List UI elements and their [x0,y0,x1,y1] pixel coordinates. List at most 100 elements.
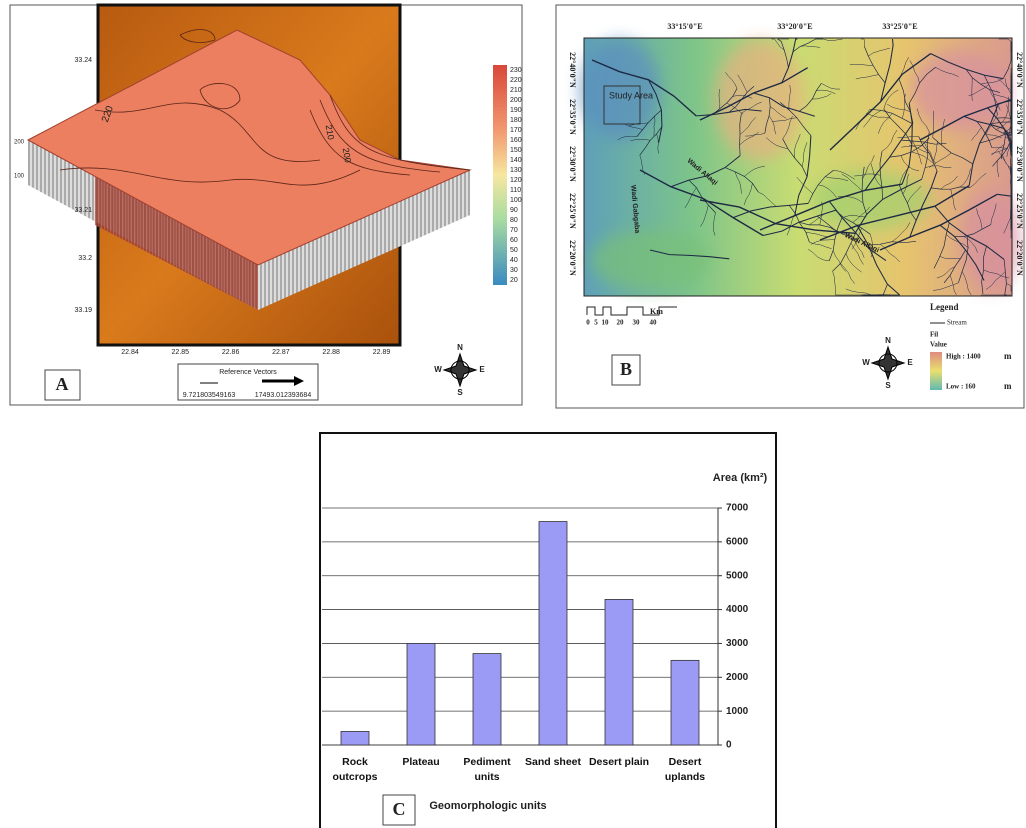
lon-label: 33°20'0"E [777,22,812,31]
reference-value: 9.721803549163 [183,392,236,399]
legend-value: Value [930,341,947,349]
legend-ramp [930,352,942,390]
colorbar-label: 180 [510,117,522,124]
canvas: Reference Vectors 9.721803549163 17493.0… [0,0,1026,828]
y-tick-label: 5000 [726,570,749,581]
colorbar-label: 110 [510,187,521,194]
colorbar-label: 140 [510,157,522,164]
scale-label: 10 [602,319,610,327]
compass-e: E [907,358,913,367]
y-tick-label: 6000 [726,536,749,547]
y-tick-label: 0 [726,740,732,751]
lat-label: 22°40'0"N [1015,52,1024,88]
colorbar-label: 120 [510,177,522,184]
colorbar-label: 100 [510,197,522,204]
y-label: 33.21 [74,207,92,214]
x-tick-label: Desert plain [587,755,651,770]
colorbar-label: 40 [510,257,518,264]
y-axis-title: Area (km²) [713,472,768,484]
x-tick-label: Plateau [389,755,453,770]
lat-label: 22°30'0"N [568,146,577,182]
y-tick-label: 2000 [726,672,749,683]
side-label: 100 [14,174,25,180]
x-axis-title: Geomorphologic units [429,800,546,812]
bar [473,654,501,745]
bar [671,660,699,745]
scale-label: 30 [633,319,641,327]
compass-s: S [457,388,463,397]
panel-label: C [393,799,406,819]
colorbar-label: 150 [510,147,522,154]
compass-s: S [885,381,891,390]
reference-title: Reference Vectors [219,369,277,376]
bar [341,731,369,745]
lat-label: 22°40'0"N [568,52,577,88]
colorbar-label: 60 [510,237,518,244]
lat-label: 22°25'0"N [1015,193,1024,229]
y-tick-label: 1000 [726,706,749,717]
lon-label: 33°25'0"E [882,22,917,31]
x-label: 22.84 [121,349,139,356]
legend-stream-label: Stream [947,319,967,327]
x-label: 22.86 [222,349,240,356]
y-label: 33.24 [74,57,92,64]
dem [580,38,1020,296]
colorbar-label: 190 [510,107,522,114]
x-tick-label: Sand sheet [521,755,585,770]
colorbar-label: 70 [510,227,518,234]
y-tick-label: 3000 [726,638,749,649]
scale-label: 20 [617,319,625,327]
scale-label: 5 [594,319,598,327]
lat-label: 22°30'0"N [1015,146,1024,182]
x-label: 22.87 [272,349,290,356]
bar [605,599,633,745]
compass-w: W [434,365,442,374]
lon-label: 33°15'0"E [667,22,702,31]
legend-unit: m [1004,351,1012,361]
x-tick-label: Rock outcrops [323,755,387,785]
colorbar-label: 50 [510,247,518,254]
colorbar-label: 90 [510,207,518,214]
study-area: Study Area [609,90,653,100]
x-label: 22.89 [373,349,391,356]
scale-label: 0 [586,319,590,327]
colorbar-label: 20 [510,277,518,284]
x-tick-label: Desert uplands [653,755,717,785]
legend-high: High : 1400 [946,353,981,361]
panel-label: A [56,374,69,394]
compass-e: E [479,365,485,374]
colorbar-label: 160 [510,137,522,144]
colorbar-label: 220 [510,77,522,84]
colorbar-label: 210 [510,87,522,94]
side-label: 200 [14,140,25,146]
scale-unit: Km [650,307,663,316]
y-label: 33.19 [74,307,92,314]
x-tick-label: Pediment units [455,755,519,785]
colorbar-label: 230 [510,67,522,74]
lat-label: 22°20'0"N [1015,240,1024,276]
colorbar-label: 170 [510,127,522,134]
panel-label: B [620,359,632,379]
lat-label: 22°25'0"N [568,193,577,229]
legend-unit: m [1004,381,1012,391]
figure: Reference Vectors 9.721803549163 17493.0… [0,0,1026,828]
x-label: 22.88 [322,349,340,356]
colorbar [493,65,507,285]
bar [539,522,567,745]
y-tick-label: 4000 [726,604,749,615]
reference-value: 17493.012393684 [255,392,312,399]
legend-fill: Fil [930,331,938,339]
lat-label: 22°20'0"N [568,240,577,276]
compass-w: W [862,358,870,367]
compass-n: N [457,343,463,352]
legend-title: Legend [930,302,959,312]
compass-n: N [885,336,891,345]
colorbar-label: 80 [510,217,518,224]
lat-label: 22°35'0"N [568,99,577,135]
bar [407,643,435,745]
colorbar-label: 200 [510,97,522,104]
colorbar-label: 130 [510,167,522,174]
legend-low: Low : 160 [946,383,976,391]
scale-label: 40 [650,319,658,327]
x-label: 22.85 [172,349,190,356]
